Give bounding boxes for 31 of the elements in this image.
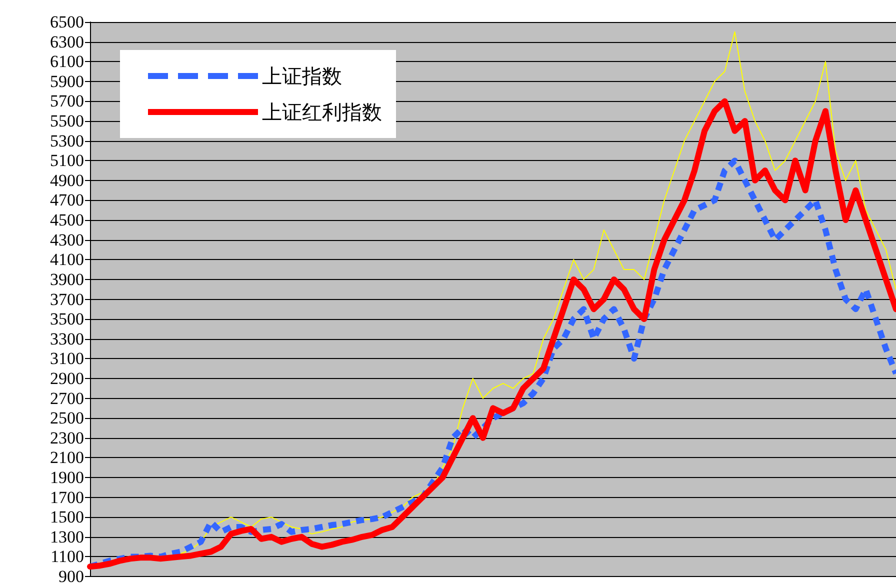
y-tick-label: 4700 bbox=[50, 190, 84, 210]
y-tick-label: 6500 bbox=[50, 12, 84, 32]
y-tick-label: 1900 bbox=[50, 468, 84, 487]
y-tick-label: 4900 bbox=[50, 170, 84, 190]
y-tick-label: 6300 bbox=[50, 32, 84, 52]
y-tick-label: 4500 bbox=[50, 210, 84, 230]
y-tick-label: 2500 bbox=[50, 408, 84, 428]
y-tick-label: 5900 bbox=[50, 72, 84, 91]
y-tick-label: 3500 bbox=[50, 310, 84, 329]
y-tick-label: 2100 bbox=[50, 448, 84, 468]
y-tick-label: 3900 bbox=[50, 270, 84, 289]
y-tick-label: 3300 bbox=[50, 329, 84, 348]
y-tick-label: 900 bbox=[58, 567, 84, 585]
y-tick-label: 3700 bbox=[50, 290, 84, 309]
y-tick-label: 5100 bbox=[50, 151, 84, 170]
y-tick-label: 2700 bbox=[50, 388, 84, 408]
y-tick-label: 1100 bbox=[50, 547, 84, 566]
y-tick-label: 1500 bbox=[50, 508, 84, 527]
y-tick-label: 5700 bbox=[50, 92, 84, 111]
y-tick-label: 4300 bbox=[50, 230, 84, 250]
y-tick-label: 5500 bbox=[50, 112, 84, 131]
legend-label: 上证红利指数 bbox=[262, 98, 382, 126]
y-tick-label: 4100 bbox=[50, 250, 84, 270]
legend-label: 上证指数 bbox=[262, 62, 342, 90]
y-tick-label: 3100 bbox=[50, 349, 84, 368]
y-tick-label: 6100 bbox=[50, 52, 84, 72]
y-tick-label: 2300 bbox=[50, 428, 84, 448]
y-tick-label: 5300 bbox=[50, 131, 84, 150]
y-tick-label: 1700 bbox=[50, 488, 84, 507]
y-tick-label: 1300 bbox=[50, 527, 84, 546]
y-tick-label: 2900 bbox=[50, 368, 84, 388]
